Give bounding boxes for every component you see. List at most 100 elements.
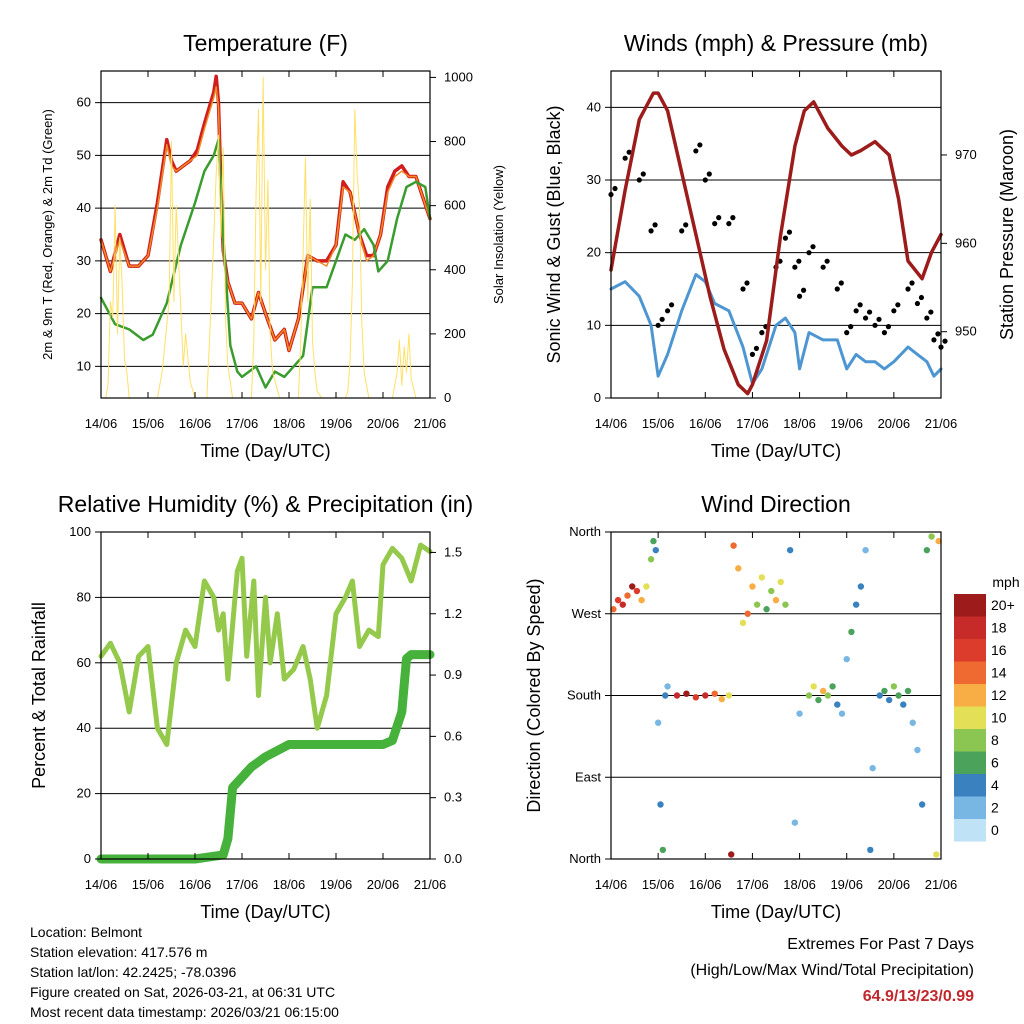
timestamp-text: Most recent data timestamp: 2026/03/21 0… <box>30 1004 339 1020</box>
direction-point <box>933 851 940 858</box>
y-tick-label: 10 <box>77 358 91 373</box>
extremes-values: 64.9/13/23/0.99 <box>862 988 974 1005</box>
direction-point <box>900 701 907 708</box>
direction-point <box>869 764 876 772</box>
gust-point <box>648 228 654 234</box>
y-tick-label: 40 <box>587 99 601 114</box>
gust-point <box>664 308 671 314</box>
direction-point <box>918 801 926 808</box>
direction-point <box>791 819 799 826</box>
x-tick-label: 15/06 <box>132 877 165 892</box>
colorbar-label: 0 <box>991 822 999 838</box>
direction-point <box>735 565 742 572</box>
gust-point <box>622 155 628 161</box>
y-tick-label: 100 <box>69 524 91 539</box>
y-tick-label: 10 <box>587 317 601 332</box>
gust-point <box>655 322 661 328</box>
extremes-box: Extremes For Past 7 Days (High/Low/Max W… <box>690 932 974 1010</box>
x-tick-label: 19/06 <box>320 416 353 431</box>
direction-point <box>777 578 784 586</box>
y2-tick-label: 0 <box>444 390 451 405</box>
gust-point <box>806 250 812 256</box>
x-tick-label: 20/06 <box>878 877 911 892</box>
direction-point <box>843 655 850 663</box>
direction-point <box>852 601 860 608</box>
y2-axis-label: Solar Insolation (Yellow) <box>491 165 506 304</box>
plot-frame <box>100 531 431 860</box>
x-tick-label: 15/06 <box>642 416 675 431</box>
direction-point <box>664 683 671 690</box>
gust-point <box>853 308 859 314</box>
gust-point <box>924 315 930 321</box>
x-tick-label: 18/06 <box>273 877 306 892</box>
direction-point <box>786 546 794 554</box>
direction-point <box>683 690 690 697</box>
gust-point <box>612 185 618 192</box>
direction-point <box>928 533 935 540</box>
colorbar-label: 2 <box>991 800 999 816</box>
x-tick-label: 17/06 <box>226 416 259 431</box>
y2-tick-label: 600 <box>444 198 466 213</box>
x-tick-label: 14/06 <box>85 877 118 892</box>
direction-point <box>838 710 846 717</box>
gust-point <box>905 286 911 292</box>
direction-point <box>610 606 617 613</box>
direction-point <box>768 587 775 595</box>
colorbar-swatch <box>954 616 986 639</box>
y2-tick-label: 0.3 <box>444 790 462 805</box>
x-tick-label: 18/06 <box>273 416 306 431</box>
y-tick-label: West <box>572 606 602 621</box>
x-tick-label: 21/06 <box>925 877 958 892</box>
y2-tick-label: 0.9 <box>444 667 462 682</box>
gust-point <box>935 331 941 337</box>
gust-point <box>782 235 789 241</box>
gust-point <box>895 302 901 308</box>
x-tick-label: 19/06 <box>320 877 353 892</box>
humidity-panel: 14/06 15/06 16/06 17/06 18/06 19/06 20/06 21/06… <box>29 491 473 922</box>
gust-point <box>716 215 722 221</box>
gust-point <box>730 215 736 221</box>
direction-point <box>614 596 622 604</box>
direction-point <box>725 692 733 699</box>
colorbar-swatch <box>954 751 986 774</box>
direction-point <box>796 710 803 717</box>
colorbar-label: 10 <box>991 710 1007 726</box>
gust-point <box>652 222 658 228</box>
direction-point <box>711 690 718 697</box>
gust-point <box>659 316 665 322</box>
extremes-subtitle: (High/Low/Max Wind/Total Precipitation) <box>690 962 974 979</box>
chart-title: Winds (mph) & Pressure (mb) <box>624 30 928 56</box>
x-tick-label: 16/06 <box>179 877 212 892</box>
colorbar-swatch <box>954 684 986 707</box>
gust-point <box>636 177 642 183</box>
gust-point <box>697 142 703 148</box>
y-axis-label: Direction (Colored By Speed) <box>524 578 544 812</box>
direction-point <box>652 546 659 554</box>
y2-tick-label: 0.0 <box>444 851 462 866</box>
direction-point <box>857 583 865 590</box>
x-tick-label: 15/06 <box>132 416 165 431</box>
colorbar-swatch <box>954 819 986 842</box>
colorbar-label: 4 <box>991 777 999 793</box>
y-tick-label: 20 <box>77 306 91 321</box>
y-tick-label: North <box>569 851 601 866</box>
colorbar-label: 18 <box>991 620 1007 636</box>
y2-tick-label: 960 <box>955 235 977 250</box>
y-axis-label: 2m & 9m T (Red, Orange) & 2m Td (Green) <box>40 109 55 360</box>
gust-point <box>702 177 708 183</box>
gust-point <box>744 280 750 286</box>
colorbar-label: 8 <box>991 732 999 748</box>
x-tick-label: 18/06 <box>783 416 816 431</box>
direction-point <box>815 696 822 704</box>
colorbar-swatch <box>954 729 986 752</box>
station-info: Location: Belmont Station elevation: 417… <box>30 922 339 1022</box>
colorbar-label: 20+ <box>991 597 1015 613</box>
direction-point <box>848 628 855 636</box>
direction-point <box>739 619 747 627</box>
pressure-series <box>609 91 943 396</box>
x-tick-label: 18/06 <box>783 877 816 892</box>
chart-title: Temperature (F) <box>183 30 348 56</box>
gust-point <box>931 337 937 343</box>
y-tick-label: 0 <box>84 851 91 866</box>
location-text: Location: Belmont <box>30 924 143 940</box>
